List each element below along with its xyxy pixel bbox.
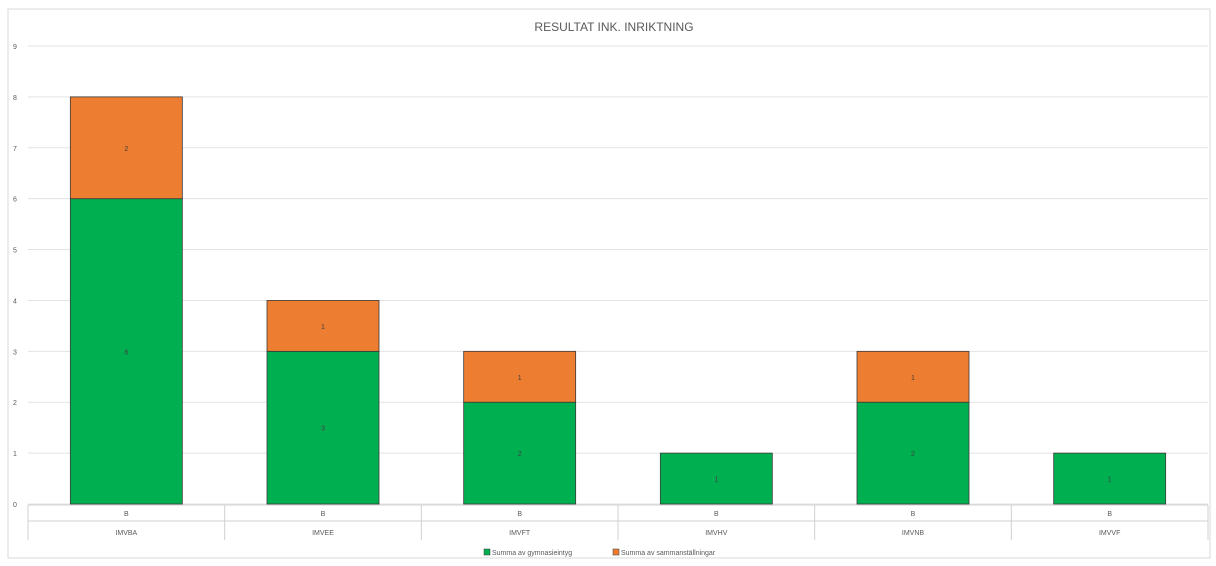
y-tick-label: 2 [13, 400, 17, 407]
data-label: 3 [321, 426, 325, 433]
bar-segment [69, 198, 183, 505]
data-label: 1 [321, 324, 325, 331]
y-tick-label: 8 [13, 95, 17, 102]
bar-segment [1053, 452, 1167, 505]
x-tick-label: B [321, 511, 326, 518]
y-tick-label: 1 [13, 451, 17, 458]
y-tick-label: 6 [13, 197, 17, 204]
data-label: 2 [911, 451, 915, 458]
chart-title: RESULTAT INK. INRIKTNING [534, 20, 693, 34]
bar-segment [856, 401, 970, 505]
y-tick-label: 3 [13, 349, 17, 356]
x-group-label: IMVBA [115, 530, 137, 537]
x-tick-label: B [1107, 511, 1112, 518]
y-tick-label: 0 [13, 502, 17, 509]
x-group-label: IMVVF [1099, 530, 1120, 537]
x-axis: B IMVBA B IMVEE B IMVFT B IMVHV B IMVNB B IMVVF [27, 504, 1209, 540]
y-tick-label: 4 [13, 298, 17, 305]
x-tick-label: B [714, 511, 719, 518]
data-label: 1 [911, 375, 915, 382]
y-tick-label: 7 [13, 146, 17, 153]
data-label: 1 [714, 477, 718, 484]
bars [69, 96, 1167, 505]
bar-segment [69, 96, 183, 200]
legend-entry: Summa av sammanställningar [621, 550, 716, 557]
x-group-label: IMVNB [902, 530, 925, 537]
bar-segment [856, 350, 970, 403]
data-label: 1 [1108, 477, 1112, 484]
bar-segment [266, 350, 380, 505]
y-tick-label: 9 [13, 44, 17, 51]
x-tick-label: B [124, 511, 129, 518]
data-labels: 6 2 3 1 2 1 1 2 1 1 [124, 146, 1111, 484]
y-tick-label: 5 [13, 248, 17, 255]
bar-segment [463, 401, 577, 505]
bar-segment [266, 300, 380, 352]
x-group-label: IMVEE [312, 530, 334, 537]
legend-entry: Summa av gymnasieintyg [492, 550, 572, 557]
bar-segment [463, 350, 577, 403]
bar-segment [659, 452, 773, 505]
x-tick-label: B [911, 511, 916, 518]
x-group-label: IMVFT [509, 530, 531, 537]
data-label: 2 [518, 451, 522, 458]
y-axis-ticks: 0 1 2 3 4 5 6 7 8 9 [13, 44, 17, 509]
x-tick-label: B [517, 511, 522, 518]
legend-swatch [612, 548, 620, 556]
legend-swatch [483, 548, 491, 556]
gridlines [28, 45, 1208, 505]
chart-frame [7, 8, 1211, 559]
data-label: 1 [518, 375, 522, 382]
data-label: 2 [124, 146, 128, 153]
data-label: 6 [124, 349, 128, 356]
x-group-label: IMVHV [705, 530, 728, 537]
legend: Summa av gymnasieintyg Summa av sammanstä… [483, 548, 716, 557]
